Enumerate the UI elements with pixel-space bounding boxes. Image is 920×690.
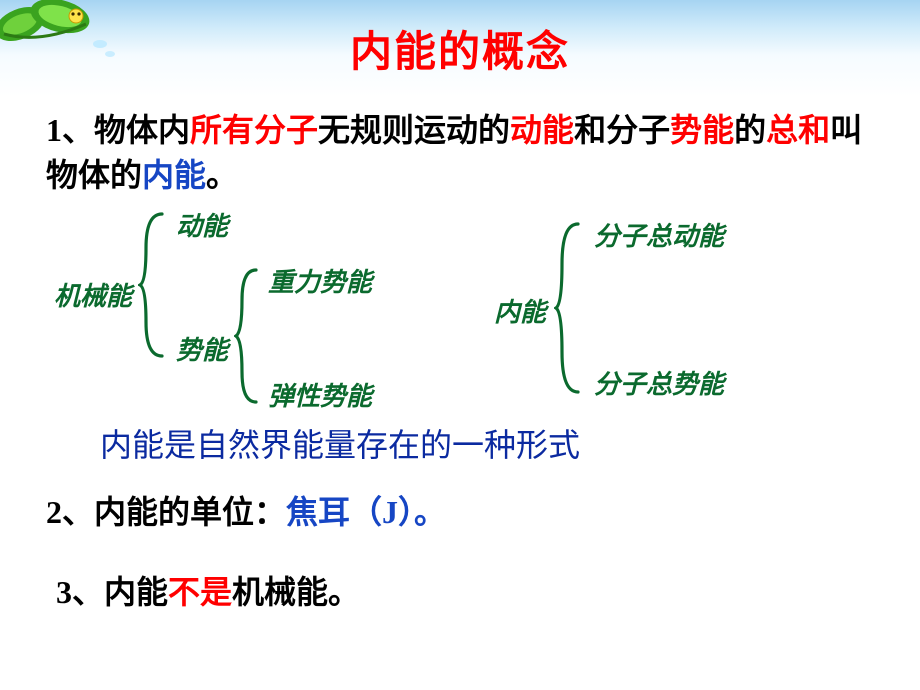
brace-icon bbox=[554, 220, 584, 396]
brace-icon bbox=[234, 266, 260, 406]
text: 。 bbox=[206, 157, 238, 193]
tree1-grandchild-1: 重力势能 bbox=[268, 262, 372, 299]
slide: 内能的概念 1、物体内所有分子无规则运动的动能和分子势能的总和叫物体的内能。 机… bbox=[0, 0, 920, 690]
point-2: 2、内能的单位：焦耳（J）。 bbox=[46, 490, 446, 535]
tree1-root: 机械能 bbox=[54, 276, 132, 313]
definition-line-1: 1、物体内所有分子无规则运动的动能和分子势能的总和叫物体的内能。 bbox=[46, 108, 886, 198]
emphasis-red: 不是 bbox=[168, 574, 232, 610]
tree2-root: 内能 bbox=[494, 292, 546, 329]
tree2-child-1: 分子总动能 bbox=[594, 216, 724, 253]
emphasis-red: 势能 bbox=[670, 112, 734, 148]
tree1-grandchild-2: 弹性势能 bbox=[268, 376, 372, 413]
text: 的 bbox=[734, 112, 766, 148]
text: 3、内能 bbox=[56, 574, 168, 610]
text: 2、内能的单位： bbox=[46, 494, 286, 530]
brace-icon bbox=[138, 210, 168, 360]
emphasis-red: 所有分子 bbox=[190, 112, 318, 148]
emphasis-blue: 焦耳（J）。 bbox=[286, 494, 446, 530]
point-3: 3、内能不是机械能。 bbox=[56, 570, 360, 615]
text: 无规则运动的 bbox=[318, 112, 510, 148]
slide-title: 内能的概念 bbox=[0, 18, 920, 79]
emphasis-blue: 内能 bbox=[142, 157, 206, 193]
middle-note: 内能是自然界能量存在的一种形式 bbox=[100, 420, 580, 466]
emphasis-red: 总和 bbox=[766, 112, 830, 148]
tree1-child-1: 动能 bbox=[176, 206, 228, 243]
text: 和分子 bbox=[574, 112, 670, 148]
tree2-child-2: 分子总势能 bbox=[594, 364, 724, 401]
concept-tree-area: 机械能 动能 势能 重力势能 弹性势能 内能 分子总动能 分子总势能 bbox=[54, 200, 874, 410]
emphasis-red: 动能 bbox=[510, 112, 574, 148]
text: 1、物体内 bbox=[46, 112, 190, 148]
tree1-child-2: 势能 bbox=[176, 330, 228, 367]
text: 机械能。 bbox=[232, 574, 360, 610]
